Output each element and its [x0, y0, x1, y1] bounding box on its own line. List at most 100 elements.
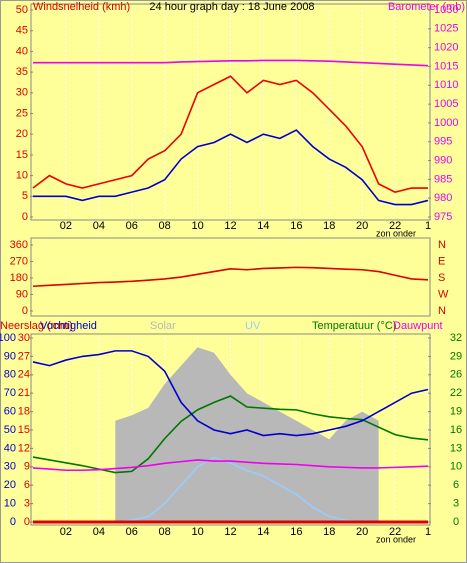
x-tick-label: 18	[323, 526, 335, 538]
y-tick-label: 3	[24, 498, 30, 510]
y-tick-label: 0	[10, 516, 16, 528]
y-tick-label: 0	[22, 305, 28, 317]
y2-tick-label: 19	[450, 406, 462, 418]
y-tick-label: 40	[16, 45, 28, 57]
y2-tick-label: 980	[434, 192, 452, 204]
y2-tick-label: W	[438, 288, 449, 300]
y-tick-label: 180	[10, 272, 28, 284]
y2-tick-label: N	[438, 305, 446, 317]
y-tick-label: 30	[16, 87, 28, 99]
x-tick-label: 16	[290, 220, 302, 232]
y2-tick-label: 16	[450, 424, 462, 436]
y-tick-label: 80	[4, 369, 16, 381]
x-tick-label: 1	[425, 526, 431, 538]
legend-label: Vochtigheid	[40, 320, 97, 332]
x-tick-label: 04	[93, 220, 105, 232]
y2-tick-label: 0	[453, 516, 459, 528]
area	[115, 347, 379, 522]
x-tick-label: 20	[356, 220, 368, 232]
y2-tick-label: 985	[434, 173, 452, 185]
y-tick-label: 35	[16, 66, 28, 78]
y-tick-label: 45	[16, 25, 28, 37]
y-tick-label: 6	[24, 479, 30, 491]
x-tick-label: 14	[257, 526, 269, 538]
y-tick-label: 9	[24, 461, 30, 473]
y-tick-label: 50	[4, 424, 16, 436]
x-tick-label: 08	[159, 526, 171, 538]
y2-tick-label: 1000	[434, 117, 458, 129]
annotation: zon onder	[376, 534, 416, 544]
y-tick-label: 27	[18, 350, 30, 362]
panel-frame	[30, 237, 431, 317]
y2-tick-label: 13	[450, 442, 462, 454]
y-tick-label: 30	[4, 461, 16, 473]
y2-tick-label: 975	[434, 211, 452, 223]
line	[33, 59, 429, 67]
y-tick-label: 90	[16, 288, 28, 300]
y2-tick-label: 990	[434, 154, 452, 166]
x-tick-label: 02	[60, 220, 72, 232]
legend-label: Neerslag (mm)	[0, 320, 73, 332]
y-tick-label: 70	[4, 387, 16, 399]
x-tick-label: 10	[191, 526, 203, 538]
line	[32, 266, 429, 288]
y2-tick-label: E	[438, 255, 445, 267]
y-tick-label: 18	[18, 406, 30, 418]
y2-tick-label: 1010	[434, 79, 458, 91]
y2-tick-label: 1025	[434, 23, 458, 35]
y-tick-label: 0	[22, 211, 28, 223]
y-tick-label: 12	[18, 442, 30, 454]
y-tick-label: 15	[18, 424, 30, 436]
y2-tick-label: S	[438, 272, 445, 284]
y2-tick-label: 6	[453, 479, 459, 491]
y-tick-label: 20	[4, 479, 16, 491]
line	[32, 459, 429, 472]
y-tick-label: 40	[4, 442, 16, 454]
x-tick-label: 12	[224, 220, 236, 232]
y2-tick-label: 22	[450, 387, 462, 399]
legend-label: UV	[245, 320, 261, 332]
x-tick-label: 10	[191, 220, 203, 232]
y-tick-label: 10	[16, 170, 28, 182]
x-tick-label: 1	[425, 220, 431, 232]
y-axis-label: Windsnelheid (kmh)	[33, 1, 130, 13]
y-tick-label: 60	[4, 406, 16, 418]
y-tick-label: 21	[18, 387, 30, 399]
line	[115, 456, 363, 523]
y-tick-label: 5	[22, 190, 28, 202]
y-tick-label: 90	[4, 350, 16, 362]
annotation: zon onder	[376, 228, 416, 238]
x-tick-label: 18	[323, 220, 335, 232]
x-tick-label: 16	[290, 526, 302, 538]
y-tick-label: 360	[10, 239, 28, 251]
y-tick-label: 10	[4, 498, 16, 510]
y-tick-label: 24	[18, 369, 30, 381]
x-tick-label: 22	[389, 526, 401, 538]
y2-tick-label: 32	[450, 332, 462, 344]
y-tick-label: 15	[16, 149, 28, 161]
y2-tick-label: 1015	[434, 60, 458, 72]
y-tick-label: 100	[0, 332, 16, 344]
x-tick-label: 08	[159, 220, 171, 232]
y2-tick-label: 1020	[434, 42, 458, 54]
y2-tick-label: N	[438, 239, 446, 251]
x-tick-label: 04	[93, 526, 105, 538]
legend-label: Temperatuur (°C)	[312, 320, 396, 332]
y-tick-label: 0	[24, 516, 30, 528]
y2-tick-label: 26	[450, 369, 462, 381]
y-tick-label: 20	[16, 128, 28, 140]
line	[32, 75, 428, 194]
y-tick-label: 270	[10, 255, 28, 267]
line	[32, 350, 429, 437]
line	[33, 129, 429, 206]
x-tick-label: 06	[126, 220, 138, 232]
y-tick-label: 30	[18, 332, 30, 344]
y-tick-label: 25	[16, 107, 28, 119]
legend-label: Dauwpunt	[393, 320, 443, 332]
y2-axis-label: Barometer (mb)	[388, 1, 465, 13]
legend-label: Solar	[150, 320, 176, 332]
y2-tick-label: 1030	[434, 4, 458, 16]
y2-tick-label: 995	[434, 136, 452, 148]
x-tick-label: 02	[60, 526, 72, 538]
